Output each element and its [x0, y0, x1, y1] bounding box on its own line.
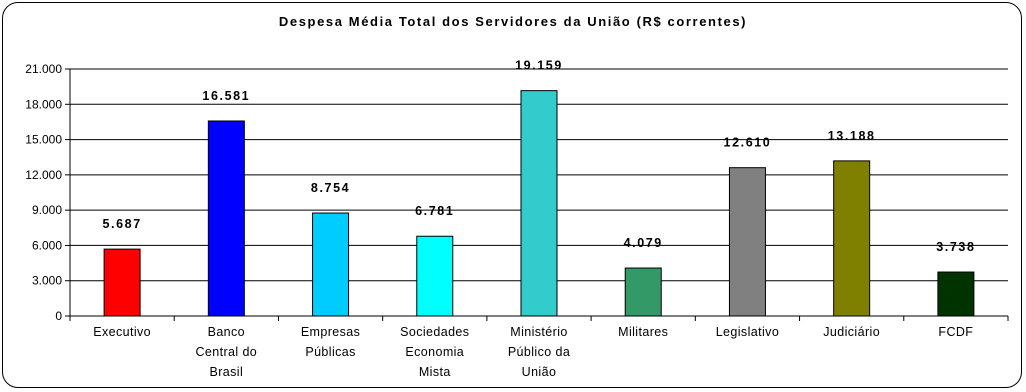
bar — [833, 160, 871, 317]
data-label: 13.188 — [828, 129, 876, 143]
x-tick-label: Ministério Público da União — [508, 325, 570, 379]
x-tick-label: Executivo — [93, 325, 151, 339]
data-label: 8.754 — [311, 181, 350, 195]
bar — [207, 120, 245, 317]
data-label: 16.581 — [202, 89, 250, 103]
y-tick-label: 3.000 — [32, 274, 62, 288]
data-label: 12.610 — [724, 136, 772, 150]
x-tick-label: Judiciário — [823, 325, 880, 339]
x-tick-label: Banco Central do Brasil — [195, 325, 257, 379]
y-tick-label: 12.000 — [25, 168, 62, 182]
y-tick-label: 21.000 — [25, 62, 62, 76]
x-tick-label: Empresas Públicas — [301, 325, 360, 359]
bar — [416, 235, 454, 317]
bar — [728, 167, 766, 317]
data-label: 6.781 — [415, 204, 454, 218]
data-label: 3.738 — [936, 240, 975, 254]
x-tick-label: FCDF — [938, 325, 973, 339]
data-label: 19.159 — [515, 59, 563, 73]
y-tick-label: 18.000 — [25, 97, 62, 111]
bar — [624, 267, 662, 317]
chart-title: Despesa Média Total dos Servidores da Un… — [278, 14, 748, 29]
y-tick-label: 0 — [55, 309, 62, 323]
data-label: 5.687 — [102, 217, 141, 231]
x-tick-label: Legislativo — [716, 325, 779, 339]
bar — [312, 212, 350, 317]
x-tick-label: Militares — [618, 325, 668, 339]
y-tick-label: 15.000 — [25, 133, 62, 147]
x-tick-label: Sociedades Economia Mista — [400, 325, 469, 379]
y-tick-label: 6.000 — [32, 238, 62, 252]
bar — [103, 248, 141, 317]
bar — [937, 271, 975, 317]
y-tick-label: 9.000 — [32, 203, 62, 217]
data-label: 4.079 — [624, 236, 663, 250]
bar — [520, 90, 558, 317]
